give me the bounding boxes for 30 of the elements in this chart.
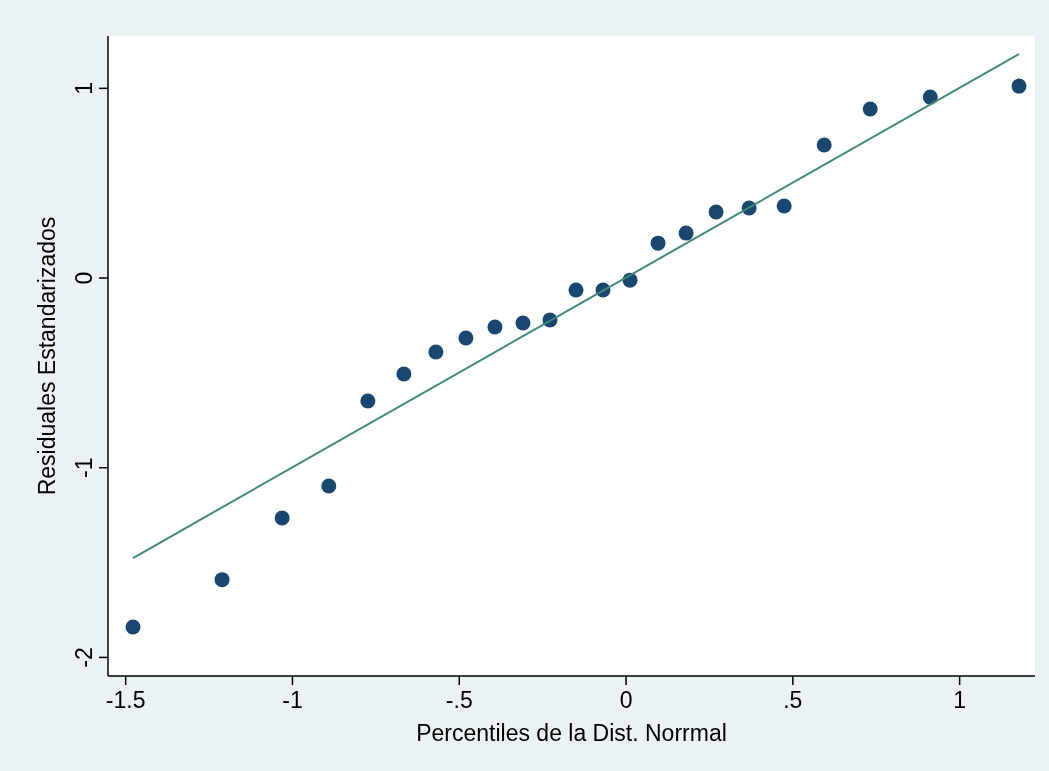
- point: [650, 235, 666, 251]
- y-tick-label: 0: [71, 271, 97, 285]
- point: [274, 510, 290, 526]
- point: [678, 225, 694, 241]
- x-tick-label: -.5: [445, 687, 473, 713]
- point: [1011, 78, 1027, 94]
- point: [321, 478, 337, 494]
- point: [125, 619, 141, 635]
- y-axis-title: Residuales Estandarizados: [34, 216, 60, 496]
- point: [816, 137, 832, 153]
- point: [862, 101, 878, 117]
- point: [568, 282, 584, 298]
- x-axis-title: Percentiles de la Dist. Norrmal: [416, 720, 727, 746]
- y-tick-label: -1: [71, 457, 97, 478]
- y-tick-label: 1: [71, 81, 97, 95]
- point: [776, 198, 792, 214]
- point: [515, 315, 531, 331]
- x-tick-label: -1.5: [105, 687, 146, 713]
- point: [396, 366, 412, 382]
- point: [708, 204, 724, 220]
- point: [458, 330, 474, 346]
- point: [360, 393, 376, 409]
- x-tick-label: .5: [783, 687, 803, 713]
- x-tick-label: 0: [619, 687, 633, 713]
- y-tick-label: -2: [71, 647, 97, 668]
- point: [487, 319, 503, 335]
- x-tick-label: 1: [953, 687, 967, 713]
- point: [428, 344, 444, 360]
- point: [214, 572, 230, 588]
- x-tick-label: -1: [282, 687, 303, 713]
